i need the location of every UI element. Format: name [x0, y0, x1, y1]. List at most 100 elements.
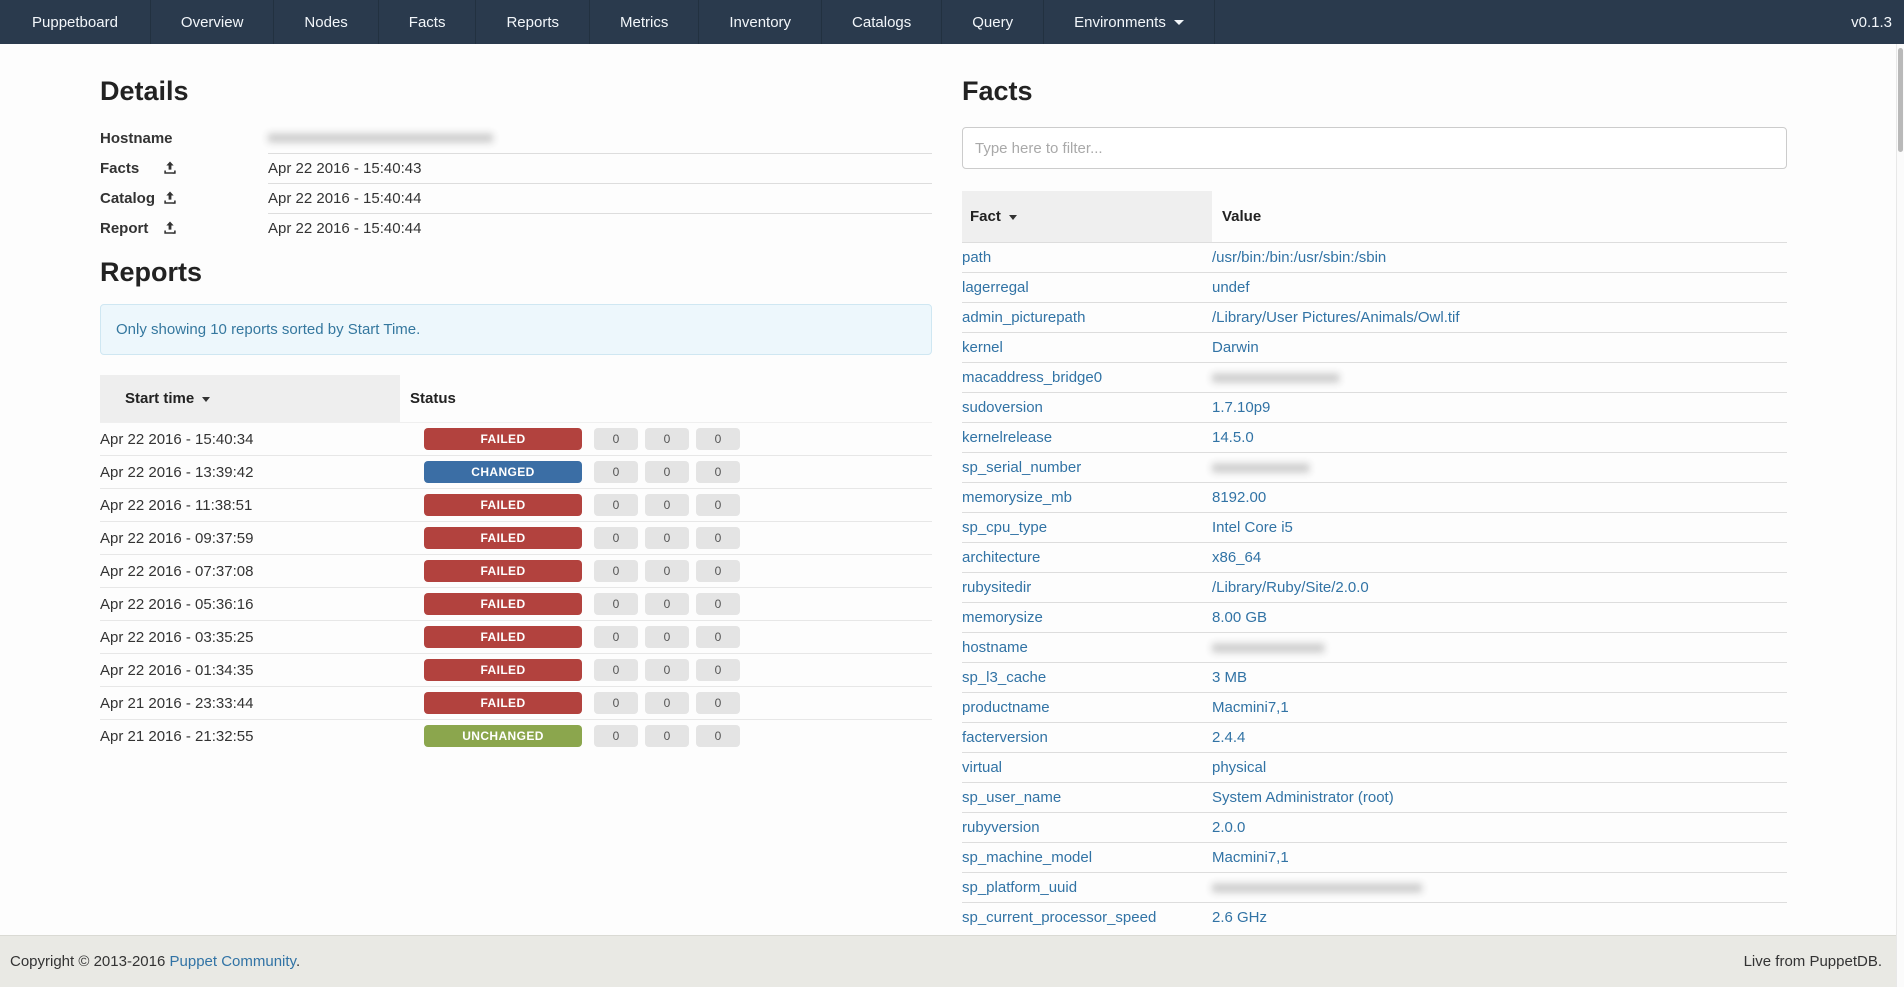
- upload-icon[interactable]: [163, 161, 177, 175]
- fact-name-link[interactable]: hostname: [962, 639, 1028, 656]
- count-badge: 0: [594, 659, 638, 681]
- fact-value-link[interactable]: 2.4.4: [1212, 729, 1246, 746]
- fact-row: sp_machine_model Macmini7,1: [962, 842, 1787, 873]
- fact-value-link[interactable]: 1.7.10p9: [1212, 399, 1271, 416]
- details-value: Apr 22 2016 - 15:40:44: [268, 212, 932, 243]
- details-title: Details: [100, 76, 189, 106]
- fact-value-link[interactable]: Macmini7,1: [1212, 699, 1289, 716]
- status-badge: FAILED: [424, 626, 582, 648]
- fact-value-link[interactable]: System Administrator (root): [1212, 789, 1394, 806]
- fact-value-link[interactable]: physical: [1212, 759, 1267, 776]
- status-badge: FAILED: [424, 659, 582, 681]
- fact-value-link[interactable]: Intel Core i5: [1212, 519, 1293, 536]
- nav-item-overview[interactable]: Overview: [151, 0, 275, 44]
- fact-name-link[interactable]: lagerregal: [962, 279, 1029, 296]
- fact-value-cell: physical: [1212, 752, 1787, 783]
- nav-item-metrics[interactable]: Metrics: [590, 0, 700, 44]
- fact-value-link[interactable]: /usr/bin:/bin:/usr/sbin:/sbin: [1212, 249, 1387, 266]
- fact-name-link[interactable]: kernelrelease: [962, 429, 1053, 446]
- fact-value-link[interactable]: Darwin: [1212, 339, 1259, 356]
- upload-icon-slot[interactable]: [163, 191, 177, 205]
- fact-name-link[interactable]: sp_current_processor_speed: [962, 909, 1157, 927]
- fact-name-link[interactable]: productname: [962, 699, 1050, 716]
- footer-copyright: Copyright © 2013-2016: [10, 953, 166, 970]
- upload-icon[interactable]: [163, 191, 177, 205]
- report-status-cell: CHANGED 0 0 0: [400, 455, 932, 489]
- facts-filter-input[interactable]: [962, 127, 1787, 169]
- fact-name-cell: architecture: [962, 542, 1212, 573]
- facts-column: Facts Fact Value path/usr/bin:/bin:/usr/…: [962, 66, 1787, 933]
- fact-value-link[interactable]: Macmini7,1: [1212, 849, 1289, 866]
- fact-name-link[interactable]: sp_l3_cache: [962, 669, 1047, 686]
- nav-brand-puppetboard[interactable]: Puppetboard: [0, 0, 151, 44]
- fact-row: facterversion 2.4.4: [962, 722, 1787, 753]
- fact-value-link[interactable]: 8.00 GB: [1212, 609, 1268, 626]
- upload-icon[interactable]: [163, 221, 177, 235]
- fact-value-link[interactable]: 2.0.0: [1212, 819, 1246, 836]
- count-badge: 0: [645, 626, 689, 648]
- scrollbar-thumb[interactable]: [1898, 48, 1903, 152]
- nav-item-nodes[interactable]: Nodes: [274, 0, 379, 44]
- fact-name-link[interactable]: rubyversion: [962, 819, 1040, 836]
- nav-item-catalogs[interactable]: Catalogs: [822, 0, 943, 44]
- fact-name-link[interactable]: sp_user_name: [962, 789, 1062, 806]
- count-badge: 0: [594, 692, 638, 714]
- nav-item-query[interactable]: Query: [942, 0, 1045, 44]
- column-header-start-time[interactable]: Start time: [100, 375, 400, 423]
- fact-value-link[interactable]: x86_64: [1212, 549, 1262, 566]
- fact-name-link[interactable]: sp_serial_number: [962, 459, 1082, 476]
- fact-value-cell: /Library/Ruby/Site/2.0.0: [1212, 572, 1787, 603]
- fact-row: memorysize_mb 8192.00: [962, 482, 1787, 513]
- fact-value-link[interactable]: undef: [1212, 279, 1250, 296]
- fact-name-link[interactable]: memorysize: [962, 609, 1043, 626]
- fact-value-cell: /Library/User Pictures/Animals/Owl.tif: [1212, 302, 1787, 333]
- fact-name-link[interactable]: sudoversion: [962, 399, 1043, 416]
- fact-name-link[interactable]: sp_cpu_type: [962, 519, 1048, 536]
- count-badge: 0: [594, 428, 638, 450]
- fact-value-link[interactable]: 3 MB: [1212, 669, 1248, 686]
- fact-name-cell: lagerregal: [962, 272, 1212, 303]
- fact-name-link[interactable]: sp_platform_uuid: [962, 879, 1078, 896]
- count-badge: 0: [645, 692, 689, 714]
- fact-value-link[interactable]: 8192.00: [1212, 489, 1267, 506]
- report-start-time: Apr 22 2016 - 01:34:35: [100, 653, 400, 687]
- details-value: Apr 22 2016 - 15:40:44: [268, 182, 932, 213]
- fact-name-link[interactable]: kernel: [962, 339, 1003, 356]
- navbar: Puppetboard Overview Nodes Facts Reports Met…: [0, 0, 1904, 44]
- status-badge: FAILED: [424, 428, 582, 450]
- fact-name-cell: sudoversion: [962, 392, 1212, 423]
- nav-item-reports[interactable]: Reports: [476, 0, 590, 44]
- fact-value-link[interactable]: /Library/Ruby/Site/2.0.0: [1212, 579, 1369, 596]
- fact-name-link[interactable]: path: [962, 249, 992, 266]
- column-header-value: Value: [1222, 208, 1262, 225]
- count-badge: 0: [696, 593, 740, 615]
- status-badge: FAILED: [424, 527, 582, 549]
- upload-icon-slot[interactable]: [163, 221, 177, 235]
- fact-name-link[interactable]: rubysitedir: [962, 579, 1032, 596]
- nav-item-environments[interactable]: Environments: [1044, 0, 1215, 44]
- report-row: Apr 22 2016 - 11:38:51 FAILED 0 0 0: [100, 488, 932, 522]
- fact-name-link[interactable]: virtual: [962, 759, 1003, 776]
- nav-item-inventory[interactable]: Inventory: [699, 0, 823, 44]
- fact-row: lagerregal undef: [962, 272, 1787, 303]
- fact-value-cell: Macmini7,1: [1212, 692, 1787, 723]
- fact-value-link[interactable]: 14.5.0: [1212, 429, 1254, 446]
- report-start-time: Apr 22 2016 - 07:37:08: [100, 554, 400, 588]
- fact-name-link[interactable]: architecture: [962, 549, 1041, 566]
- fact-name-link[interactable]: memorysize_mb: [962, 489, 1073, 506]
- fact-value-link[interactable]: /Library/User Pictures/Animals/Owl.tif: [1212, 309, 1460, 326]
- upload-icon-slot[interactable]: [163, 161, 177, 175]
- details-label: Hostname: [100, 123, 268, 153]
- footer-puppet-community-link[interactable]: Puppet Community: [169, 953, 296, 970]
- fact-row: admin_picturepath/Library/User Pictures/…: [962, 302, 1787, 333]
- column-header-fact[interactable]: Fact: [962, 191, 1212, 243]
- fact-name-link[interactable]: admin_picturepath: [962, 309, 1086, 326]
- scrollbar-track[interactable]: [1896, 44, 1904, 987]
- fact-name-link[interactable]: facterversion: [962, 729, 1048, 746]
- fact-value-link[interactable]: 2.6 GHz: [1212, 909, 1268, 927]
- fact-name-link[interactable]: sp_machine_model: [962, 849, 1093, 866]
- fact-name-link[interactable]: macaddress_bridge0: [962, 369, 1103, 386]
- fact-value-cell: xxxxxxxxxxxxxxxxxxxxxxxxxxxx: [1212, 872, 1787, 903]
- fact-name-cell: rubyversion: [962, 812, 1212, 843]
- nav-item-facts[interactable]: Facts: [379, 0, 477, 44]
